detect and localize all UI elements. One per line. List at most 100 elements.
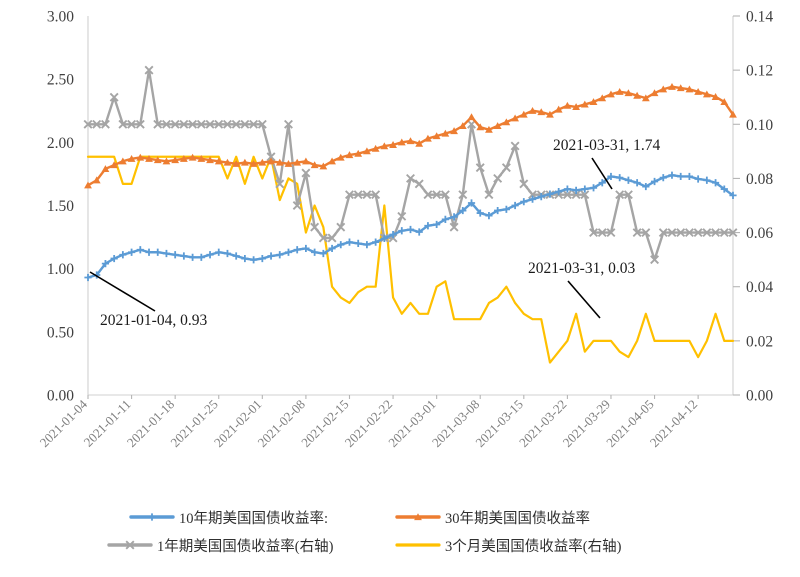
marker-plus xyxy=(476,209,484,217)
marker-triangle xyxy=(328,157,336,165)
marker-plus xyxy=(563,185,571,193)
legend-item-2[interactable]: 1年期美国国债收益率(右轴) xyxy=(107,538,334,555)
marker-plus xyxy=(354,239,362,247)
marker-triangle xyxy=(214,157,223,165)
marker-plus xyxy=(284,248,293,256)
marker-triangle xyxy=(432,132,441,140)
marker-x xyxy=(240,119,250,129)
y-tick-label-left: 0.50 xyxy=(47,324,74,341)
marker-x xyxy=(440,190,450,200)
legend-item-0[interactable]: 10年期美国国债收益率: xyxy=(129,510,328,527)
marker-plus xyxy=(328,244,336,253)
series-line xyxy=(86,155,735,364)
marker-triangle xyxy=(84,181,92,189)
marker-x xyxy=(719,228,729,238)
marker-x xyxy=(711,228,721,238)
marker-plus xyxy=(642,182,650,191)
marker-x xyxy=(336,222,346,232)
annotation-label: 2021-03-31, 0.03 xyxy=(528,260,635,277)
marker-triangle xyxy=(641,94,650,102)
marker-x xyxy=(519,179,529,189)
marker-plus xyxy=(624,176,633,184)
marker-plus xyxy=(494,206,502,215)
marker-triangle xyxy=(729,110,737,118)
marker-plus xyxy=(520,198,528,206)
marker-x xyxy=(153,119,163,129)
marker-x xyxy=(196,119,206,129)
marker-triangle xyxy=(685,85,694,93)
marker-x xyxy=(728,228,738,238)
marker-triangle xyxy=(267,157,275,165)
y-axis-right-tick-labels: 0.00 0.02 0.04 0.06 0.08 0.10 0.12 0.14 xyxy=(733,9,773,405)
marker-plus xyxy=(607,172,615,181)
marker-x xyxy=(475,163,485,173)
y-tick-label-right: 0.04 xyxy=(746,279,773,296)
marker-x xyxy=(510,141,520,151)
annotation-a3: 2021-03-31, 0.03 xyxy=(528,260,635,319)
marker-x xyxy=(406,173,415,183)
marker-plus xyxy=(581,185,589,193)
marker-triangle xyxy=(371,144,380,152)
marker-triangle xyxy=(554,105,563,113)
marker-x xyxy=(353,190,363,200)
marker-plus xyxy=(572,186,580,194)
marker-plus xyxy=(267,252,275,260)
y-tick-label-right: 0.12 xyxy=(746,63,773,80)
marker-triangle xyxy=(162,157,171,165)
x-axis-tick-labels: 2021-01-042021-01-112021-01-182021-01-25… xyxy=(37,395,700,450)
y-tick-label-right: 0.06 xyxy=(746,225,773,242)
marker-triangle xyxy=(206,156,214,164)
marker-triangle xyxy=(284,160,293,167)
marker-plus xyxy=(616,174,624,182)
legend-item-3[interactable]: 3个月美国国债收益率(右轴) xyxy=(395,538,622,555)
legend-item-1[interactable]: 30年期美国国债收益率 xyxy=(395,510,590,527)
marker-plus xyxy=(633,179,641,187)
marker-plus xyxy=(258,254,266,263)
marker-plus xyxy=(154,248,162,256)
y-tick-label-right: 0.02 xyxy=(746,333,773,350)
marker-x xyxy=(135,119,145,129)
chart-legend: 10年期美国国债收益率: 30年期美国国债收益率 1年期美国国债收益率(右轴) 3个月… xyxy=(107,510,622,555)
marker-triangle xyxy=(676,84,685,92)
marker-x xyxy=(205,119,215,129)
marker-triangle xyxy=(537,108,546,116)
marker-plus xyxy=(363,241,371,249)
y-tick-label-right: 0.00 xyxy=(746,388,773,405)
marker-triangle xyxy=(136,153,145,161)
annotation-leader-line xyxy=(567,280,601,319)
marker-x xyxy=(231,119,241,129)
marker-plus xyxy=(685,172,694,181)
marker-x xyxy=(109,92,119,102)
marker-triangle xyxy=(424,134,432,142)
series-2 xyxy=(83,65,738,265)
marker-plus xyxy=(598,179,606,187)
marker-triangle xyxy=(659,85,668,93)
marker-x xyxy=(693,228,703,238)
marker-x xyxy=(493,173,503,183)
marker-x xyxy=(257,119,267,129)
marker-x xyxy=(188,119,198,129)
marker-triangle xyxy=(702,90,711,98)
marker-triangle xyxy=(546,110,554,118)
marker-x xyxy=(292,201,302,210)
marker-plus xyxy=(528,195,537,203)
marker-plus xyxy=(389,230,397,239)
marker-x xyxy=(284,119,293,129)
marker-plus xyxy=(84,273,92,282)
marker-x xyxy=(606,228,616,238)
marker-triangle xyxy=(92,176,101,184)
marker-triangle xyxy=(179,154,188,162)
marker-triangle xyxy=(171,156,180,164)
marker-x xyxy=(397,211,407,221)
marker-triangle xyxy=(607,90,615,98)
marker-triangle xyxy=(589,98,598,106)
marker-plus xyxy=(589,184,598,192)
marker-plus xyxy=(467,199,476,207)
marker-plus xyxy=(372,238,380,246)
marker-plus xyxy=(406,225,415,234)
marker-triangle xyxy=(188,153,197,161)
marker-triangle xyxy=(441,129,450,137)
series-3 xyxy=(86,155,735,364)
marker-plus xyxy=(119,251,127,259)
marker-x xyxy=(580,190,590,200)
